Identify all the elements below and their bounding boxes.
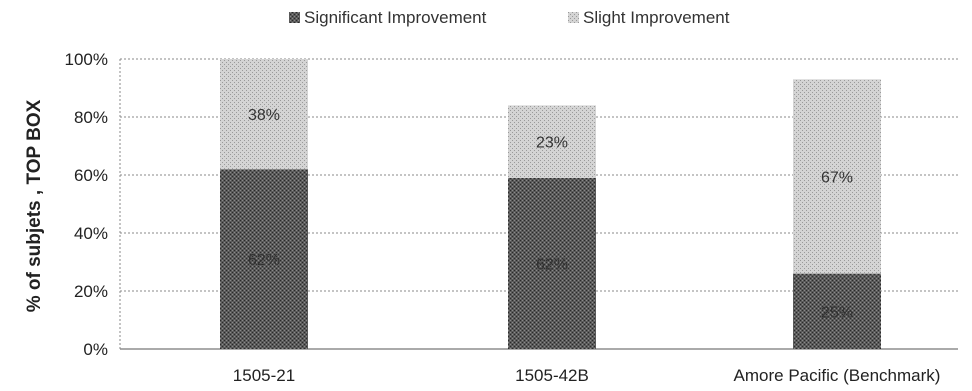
data-label: 67% (821, 169, 853, 186)
legend-swatch-slight (568, 12, 579, 23)
x-tick-label: 1505-21 (233, 366, 295, 385)
bars (220, 59, 881, 349)
y-axis: 0% 20% 40% 60% 80% 100% (65, 50, 121, 359)
bar-slight (793, 79, 881, 274)
y-tick-label: 20% (74, 282, 108, 301)
x-axis: 1505-21 1505-42B Amore Pacific (Benchmark) (233, 366, 941, 385)
data-label: 38% (248, 107, 280, 124)
bar-significant (508, 177, 596, 349)
bar-slight (220, 59, 308, 170)
y-axis-title: % of subjets , TOP BOX (24, 99, 45, 312)
bar-significant (793, 273, 881, 349)
bar-slight (508, 105, 596, 178)
data-label: 25% (821, 304, 853, 321)
legend-label-significant: Significant Improvement (304, 8, 487, 27)
y-tick-label: 40% (74, 224, 108, 243)
legend: Significant Improvement Slight Improveme… (289, 8, 730, 27)
x-tick-label: Amore Pacific (Benchmark) (734, 366, 941, 385)
legend-swatch-significant (289, 12, 300, 23)
y-tick-label: 100% (65, 50, 108, 69)
y-tick-label: 60% (74, 166, 108, 185)
legend-label-slight: Slight Improvement (583, 8, 730, 27)
data-label: 62% (248, 252, 280, 269)
x-tick-label: 1505-42B (515, 366, 589, 385)
data-label: 62% (536, 256, 568, 273)
data-labels: 62% 38% 62% 23% 25% 67% (248, 107, 853, 321)
y-tick-label: 80% (74, 108, 108, 127)
data-label: 23% (536, 135, 568, 152)
bar-significant (220, 169, 308, 349)
y-tick-label: 0% (83, 340, 108, 359)
